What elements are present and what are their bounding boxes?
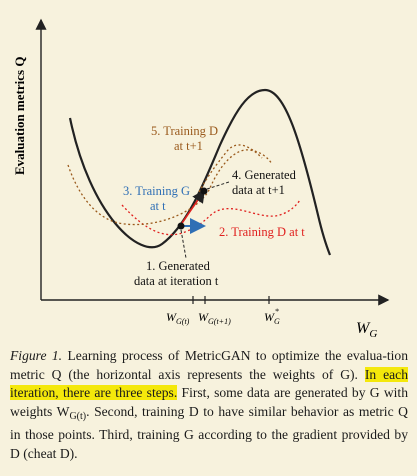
- y-axis-label: Evaluation metrics Q: [12, 57, 27, 175]
- point-t: [177, 222, 185, 230]
- caption-label: Figure 1.: [10, 348, 63, 363]
- step1-label: 1. Generated: [146, 259, 211, 273]
- step4-label: 4. Generated: [232, 168, 297, 182]
- caption-text-b-sub: G(t): [69, 410, 87, 422]
- discriminator-curve-t1: [67, 149, 273, 226]
- step3-label: 3. Training G: [123, 184, 190, 198]
- connector-step4: [206, 181, 230, 190]
- tick-label-wg-star: WG*: [264, 307, 280, 326]
- step2-label: 2. Training D at t: [219, 225, 305, 239]
- discriminator-curve-t1-top: [196, 144, 263, 197]
- point-t1: [200, 187, 208, 195]
- caption-text-b: First, some data are generated by G with…: [10, 385, 408, 419]
- step4-label-2: data at t+1: [232, 183, 285, 197]
- step5-label: 5. Training D: [151, 124, 218, 138]
- gradient-step-arrow: [179, 189, 205, 227]
- metric-curve: [68, 88, 332, 256]
- tick-label-wg-t: WG(t): [166, 310, 190, 326]
- tick-label-wg-t1: WG(t+1): [198, 310, 231, 326]
- caption-text-c: . Second, training D to have similar beh…: [10, 403, 408, 461]
- figure-caption: Figure 1. Learning process of MetricGAN …: [10, 347, 409, 464]
- x-axis-label: WG: [356, 320, 377, 340]
- caption-text-a: Learning process of MetricGAN to optimiz…: [10, 348, 409, 382]
- metricgan-figure: Evaluation metrics Q WG(t) WG(t+1) WG* W…: [12, 18, 390, 340]
- step1-label-2: data at iteration t: [134, 274, 219, 288]
- connector-step1: [180, 229, 187, 259]
- step3-label-2: at t: [150, 199, 166, 213]
- step5-label-2: at t+1: [174, 139, 203, 153]
